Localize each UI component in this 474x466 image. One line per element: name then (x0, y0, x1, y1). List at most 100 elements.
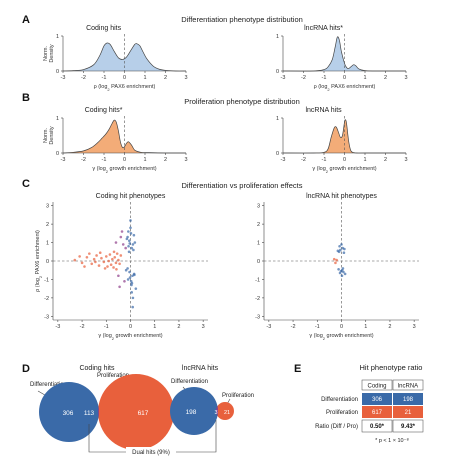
venn-lncrna: lncRNA hits Differentiation Proliferatio… (170, 365, 254, 435)
x-tick-label: 0 (123, 75, 126, 81)
density-line (62, 119, 187, 154)
scatter-point (114, 241, 118, 244)
x-tick-label: -2 (301, 157, 306, 163)
scatter-point (343, 272, 347, 276)
venn-coding-title: Coding hits (79, 365, 115, 372)
scatter-point (340, 243, 343, 246)
y-tick-label: 2 (257, 222, 260, 228)
scatter-point (128, 242, 132, 245)
x-tick-label: -3 (266, 324, 271, 330)
scatter-point (129, 226, 132, 230)
scatter-point (94, 260, 97, 264)
venn-coding-pro-value: 617 (138, 410, 149, 417)
scatter-point (133, 273, 136, 277)
scatter-point (131, 305, 134, 309)
scatter-point (133, 241, 137, 244)
panel-label-e: E (294, 363, 301, 375)
scatter-point (117, 258, 120, 262)
table-cell-diff-lncrna (393, 393, 423, 405)
title-panel-c: Differentiation vs proliferation effects (181, 181, 302, 190)
x-tick-label: 3 (184, 75, 187, 81)
scatter-point (119, 254, 123, 257)
venn-lncrna-title: lncRNA hits (182, 365, 219, 372)
y-tick-label: 0 (276, 151, 279, 157)
y-axis-label-line: Density (49, 126, 55, 145)
scatter-point (336, 249, 340, 253)
x-tick-label: -1 (102, 75, 107, 81)
x-tick-label: 2 (384, 157, 387, 163)
venn-lncrna-overlap-value: 3 (214, 410, 217, 416)
y-tick-label: 1 (276, 116, 279, 122)
y-axis-label-line: Norm. (43, 128, 49, 143)
scatter-point (340, 274, 344, 278)
scatter-point (335, 258, 338, 262)
ratio-table: Coding lncRNA Differentiation 306 198 Pr… (315, 379, 424, 444)
scatter-point (97, 264, 101, 267)
x-tick-label: -2 (291, 324, 296, 330)
scatter-point (90, 262, 94, 266)
y-tick-label: 1 (257, 241, 260, 247)
table-cell-ratio-coding (361, 419, 393, 433)
x-tick-label: 1 (363, 157, 366, 163)
x-tick-label: 1 (363, 75, 366, 81)
scatter-point (129, 219, 132, 222)
x-tick-label: 1 (143, 75, 146, 81)
scatter-point (109, 263, 113, 266)
x-tick-label: -1 (104, 324, 109, 330)
table-value-diff-coding: 306 (372, 397, 383, 403)
scatter-point (83, 265, 86, 268)
scatter-point (104, 255, 108, 258)
x-tick-label: 2 (177, 324, 180, 330)
panel-label-b: B (22, 92, 30, 104)
scatter-point (73, 258, 77, 262)
scatter-point (338, 271, 342, 275)
table-header-lncrna-cell (392, 379, 424, 391)
x-tick-label: -3 (281, 157, 286, 163)
scatter-point (118, 285, 121, 289)
x-tick-label: 0 (129, 324, 132, 330)
density-plot-coding-gamma: -3 -2 -1 0 1 2 3 0 1 Coding hits* γ (log2 growth e… (43, 107, 188, 174)
y-tick-label: -3 (255, 314, 260, 320)
scatter-plot-coding: -3 -2 -1 0 1 2 3 -3 -2 -1 0 1 2 3 Coding hit phenotype… (35, 193, 208, 341)
table-footnote: * p < 1 × 10⁻⁸ (375, 437, 409, 444)
venn-lncrna-diff-value: 198 (186, 409, 197, 416)
scatter-point (342, 270, 345, 274)
y-tick-label: -2 (255, 296, 260, 302)
scatter-point (127, 250, 131, 254)
table-value-pro-lncrna: 21 (405, 410, 412, 416)
y-tick-label: 3 (257, 204, 260, 210)
scatter-point (100, 256, 103, 260)
title-panel-b: Proliferation phenotype distribution (184, 97, 300, 106)
table-cell-pro-coding (362, 406, 392, 418)
scatter-point (132, 248, 135, 252)
x-tick-label: -1 (315, 324, 320, 330)
scatter-point (121, 243, 125, 246)
scatter-point (107, 259, 110, 263)
title-panel-e: Hit phenotype ratio (360, 363, 423, 372)
scatter-point (343, 247, 346, 251)
scatter-point (115, 268, 118, 271)
title-panel-a: Differentiation phenotype distribution (181, 15, 303, 24)
scatter-point (337, 268, 340, 271)
y-tick-label: 1 (46, 241, 49, 247)
scatter-point (127, 244, 130, 248)
table-header-coding: Coding (367, 384, 386, 390)
table-cell-pro-lncrna (393, 406, 423, 418)
scatter-point (111, 257, 114, 261)
scatter-point (124, 246, 127, 250)
scatter-point (108, 253, 112, 256)
scatter-point (338, 248, 342, 252)
x-tick-label: -1 (322, 157, 327, 163)
x-tick-label: -3 (55, 324, 60, 330)
table-value-diff-lncrna: 198 (403, 397, 414, 403)
scatter-point (125, 237, 129, 241)
x-tick-label: 2 (164, 75, 167, 81)
scatter-point (132, 233, 136, 237)
scatter-point (129, 279, 133, 283)
y-tick-label: 1 (56, 116, 59, 122)
y-tick-label: 0 (257, 259, 260, 265)
scatter-point (80, 261, 84, 265)
scatter-point (130, 283, 133, 287)
density-plot-lncrna-rho: -3 -2 -1 0 1 2 3 0 1 lncRNA hits* ρ (log2 PAX6 enr… (276, 25, 408, 92)
scatter-point (129, 232, 133, 235)
